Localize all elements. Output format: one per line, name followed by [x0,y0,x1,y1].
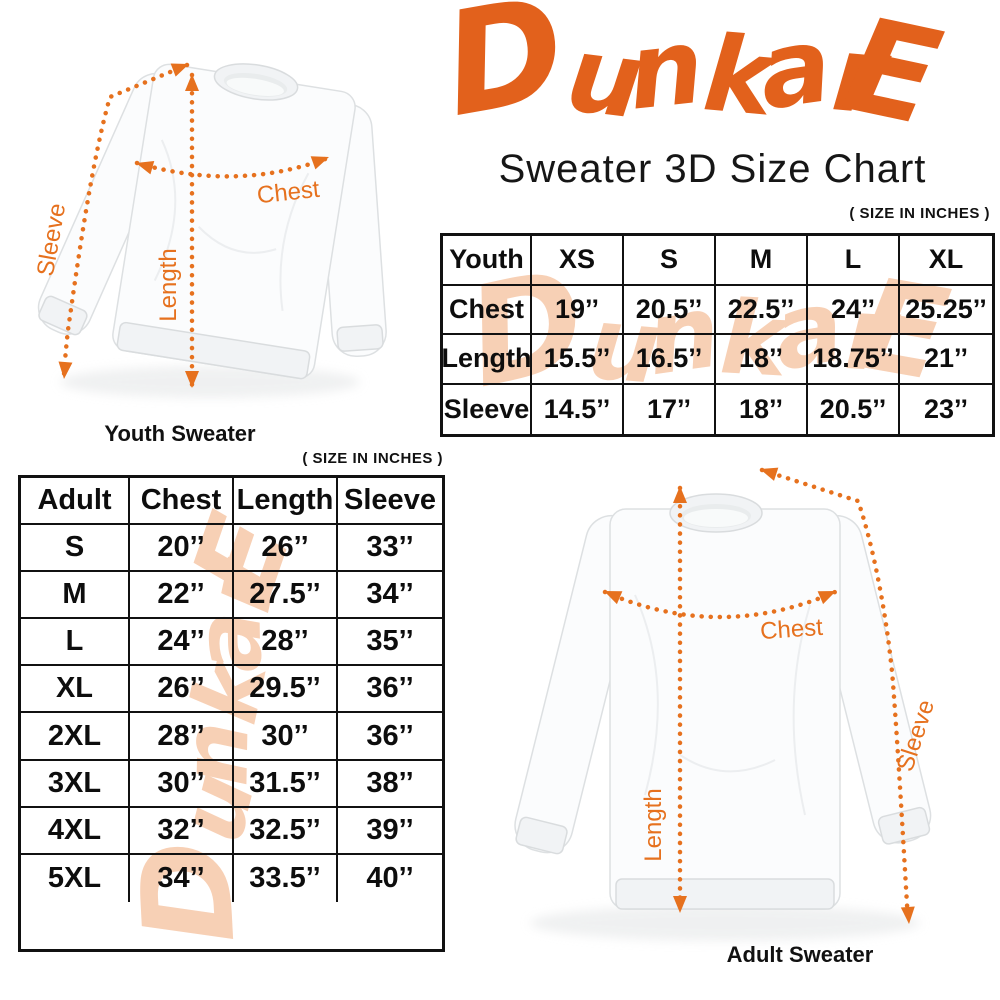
adult-row-label: 4XL [21,807,130,855]
youth-row-label: Sleeve [443,384,532,434]
adult-sweater-shadow [530,905,920,941]
youth-size-cell: 15.5’’ [532,335,624,385]
youth-size-cell: 25.25’’ [900,286,992,335]
size-units-note-adult: ( SIZE IN INCHES ) [302,450,443,467]
youth-size-table: D unkar E Youth XS S M L XL Chest 19’’ 2… [440,233,995,437]
adult-size-cell: 26’’ [130,666,234,714]
adult-left-cuff [515,816,568,855]
adult-right-cuff [877,806,931,845]
youth-row-label: Chest [443,285,532,335]
youth-size-cell: 20.5’’ [624,285,716,335]
svg-text:unkar: unkar [579,264,908,409]
adult-row-label: M [21,572,130,620]
adult-size-cell: 27.5’’ [234,572,338,620]
adult-size-cell: 26’’ [234,525,338,573]
youth-arrowheads [58,63,329,388]
youth-chest-arrow [134,155,331,179]
adult-size-cell: 24’’ [130,619,234,667]
adult-size-cell: 29.5’’ [234,666,338,714]
youth-size-cell: 21’’ [900,335,992,385]
youth-length-label: Length [155,248,182,321]
youth-size-cell: 16.5’’ [624,335,716,385]
adult-size-cell: 34’’ [130,854,234,902]
brand-logo: D unkar E [432,0,952,156]
adult-col-header: Chest [130,478,234,526]
adult-row-label: 5XL [21,854,130,902]
adult-size-cell: 36’’ [338,666,442,714]
adult-size-cell: 30’’ [234,713,338,761]
youth-sleeve-arrow [61,62,190,378]
adult-length-label: Length [640,788,667,861]
youth-col-header: M [716,236,808,286]
logo-letter-d: D [432,0,577,149]
adult-col-header: Length [234,478,338,526]
adult-sweater-diagram: Chest Length Sleeve [514,467,940,941]
youth-size-cell: 20.5’’ [808,384,900,434]
youth-row-label: Length [443,335,532,385]
youth-col-header: XL [900,236,992,286]
adult-col-header: Sleeve [338,478,442,526]
youth-caption: Youth Sweater [104,421,256,446]
youth-size-cell: 14.5’’ [532,384,624,434]
youth-col-header: S [624,236,716,286]
youth-col-header: XS [532,236,624,286]
youth-measure-arrows [61,62,331,390]
youth-sweater [37,63,387,380]
youth-chest-label: Chest [256,176,322,209]
adult-size-cell: 34’’ [338,572,442,620]
adult-size-cell: 39’’ [338,808,442,855]
youth-col-header: L [808,236,900,286]
youth-size-cell: 18’’ [716,384,808,434]
youth-hem-band [116,321,311,380]
adult-size-cell: 32’’ [130,807,234,855]
youth-left-cuff [38,295,88,336]
adult-measure-arrows [602,467,911,924]
adult-size-cell: 28’’ [234,619,338,667]
adult-corner-header: Adult [21,478,130,526]
youth-size-cell: 24’’ [808,285,900,335]
adult-chest-arrow [602,589,838,620]
adult-size-cell: 30’’ [130,760,234,808]
adult-chest-label: Chest [759,614,824,645]
adult-size-cell: 40’’ [366,861,414,894]
page-title: Sweater 3D Size Chart [498,147,927,191]
youth-sweater-diagram: Sleeve Length Chest [32,62,387,398]
youth-size-cell: 18’’ [716,335,808,385]
adult-size-cell: 20’’ [130,525,234,573]
adult-arrowheads [604,467,915,924]
size-units-note-youth: ( SIZE IN INCHES ) [849,205,990,222]
adult-row-label: L [21,619,130,667]
adult-size-table: D unkar E Adult Chest Length Sleeve S 20… [18,475,445,952]
adult-size-cell: 36’’ [338,713,442,761]
adult-hem-band [615,878,835,910]
adult-table-watermark: D unkar E [102,497,321,949]
youth-right-cuff [336,324,384,352]
adult-size-cell: 33’’ [338,525,442,573]
youth-size-cell: 22.5’’ [716,285,808,335]
logo-letters-unkar: unkar [561,4,896,143]
adult-size-cell: 22’’ [130,572,234,620]
adult-row-label: S [21,525,130,573]
adult-row-label: 2XL [21,713,130,761]
adult-size-cell: 31.5’’ [234,760,338,808]
youth-corner-header: Youth [443,236,532,286]
youth-size-cell: 19’’ [532,285,624,335]
adult-size-cell: 28’’ [130,713,234,761]
youth-table-watermark: D unkar E [453,238,963,420]
youth-size-cell: 23’’ [923,393,969,424]
youth-size-cell: 18.75’’ [808,335,900,385]
adult-caption: Adult Sweater [726,942,874,967]
adult-row-label: XL [21,666,130,714]
adult-sleeve-arrow [759,467,911,924]
youth-size-cell: 17’’ [624,384,716,434]
adult-size-cell: 33.5’’ [234,854,338,902]
adult-size-cell: 32.5’’ [234,807,338,855]
youth-sweater-shadow [60,366,360,398]
adult-row-label: 3XL [21,760,130,808]
adult-size-cell: 38’’ [338,761,442,808]
adult-size-cell: 35’’ [338,619,442,667]
adult-sweater [514,493,932,910]
